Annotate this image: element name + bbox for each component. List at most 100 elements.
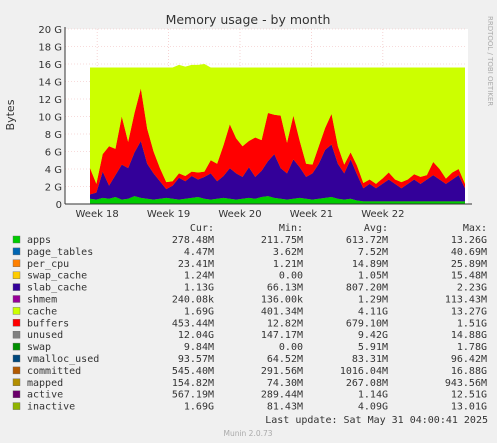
legend-column-header: Avg: bbox=[364, 223, 388, 234]
chart-title: Memory usage - by month bbox=[166, 12, 331, 27]
legend-row: per_cpu 23.41M 1.21M 14.89M 25.89M bbox=[12, 259, 487, 270]
legend-value-cur: 453.44M bbox=[172, 318, 214, 329]
legend-value-cur: 23.41M bbox=[178, 259, 214, 270]
legend-value-max: 1.78G bbox=[457, 342, 487, 353]
legend-value-avg: 1.14G bbox=[358, 390, 388, 401]
legend-value-cur: 1.69G bbox=[184, 402, 214, 413]
legend-value-avg: 5.91M bbox=[358, 342, 388, 353]
legend-series-name: mapped bbox=[27, 378, 63, 389]
legend-series-name: page_tables bbox=[27, 247, 93, 258]
legend-value-min: 136.00k bbox=[261, 295, 303, 306]
legend-value-avg: 267.08M bbox=[346, 378, 388, 389]
legend-series-name: active bbox=[27, 390, 63, 401]
legend-value-max: 1.51G bbox=[457, 318, 487, 329]
legend-row: slab_cache 1.13G 66.13M 807.20M 2.23G bbox=[12, 283, 487, 294]
legend-value-min: 12.82M bbox=[267, 318, 303, 329]
legend-swatch bbox=[12, 307, 21, 315]
y-tick-label: 0 bbox=[56, 200, 62, 211]
legend-row: unused 12.04G 147.17M 9.42G 14.88G bbox=[12, 330, 487, 341]
legend-swatch bbox=[12, 342, 21, 351]
rrdtool-credit: RRDTOOL / TOBI OETIKER bbox=[486, 16, 494, 106]
legend-value-min: 74.30M bbox=[267, 378, 303, 389]
legend-value-max: 40.69M bbox=[451, 247, 487, 258]
legend-swatch bbox=[12, 271, 21, 279]
legend-column-header: Cur: bbox=[190, 223, 214, 234]
x-tick-label: Week 18 bbox=[75, 209, 118, 220]
legend-value-cur: 154.82M bbox=[172, 378, 214, 389]
legend-value-max: 12.51G bbox=[451, 390, 487, 401]
legend-value-avg: 4.11G bbox=[358, 306, 388, 317]
legend-value-avg: 613.72M bbox=[346, 235, 388, 246]
legend-value-cur: 4.47M bbox=[184, 247, 214, 258]
legend-swatch bbox=[12, 283, 21, 291]
legend-value-min: 211.75M bbox=[261, 235, 303, 246]
legend-series-name: slab_cache bbox=[27, 283, 87, 294]
legend-value-cur: 1.24M bbox=[184, 271, 214, 282]
legend-value-avg: 679.10M bbox=[346, 318, 388, 329]
legend-value-min: 66.13M bbox=[267, 283, 303, 294]
y-tick-label: 20 G bbox=[38, 25, 62, 36]
legend-value-min: 3.62M bbox=[273, 247, 303, 258]
area-apps bbox=[90, 196, 465, 204]
stacked-areas bbox=[90, 64, 465, 204]
legend-value-cur: 567.19M bbox=[172, 390, 214, 401]
y-tick-labels: 0 2 G 4 G 6 G 8 G 10 G 12 G 14 G 16 G 18 G 20 G bbox=[38, 25, 62, 211]
legend-series-name: buffers bbox=[27, 318, 69, 329]
x-tick-label: Week 22 bbox=[361, 209, 404, 220]
legend-value-cur: 278.48M bbox=[172, 235, 214, 246]
legend-value-cur: 1.69G bbox=[184, 306, 214, 317]
legend-value-max: 25.89M bbox=[451, 259, 487, 270]
legend-swatch bbox=[12, 354, 21, 363]
legend-value-cur: 9.84M bbox=[184, 342, 214, 353]
axes bbox=[64, 27, 472, 205]
legend-series-name: cache bbox=[27, 306, 57, 317]
legend-series-name: committed bbox=[27, 366, 81, 377]
legend-value-min: 147.17M bbox=[261, 330, 303, 341]
legend-value-avg: 9.42G bbox=[358, 330, 388, 341]
legend-row: buffers 453.44M 12.82M 679.10M 1.51G bbox=[12, 318, 487, 329]
legend-row: apps 278.48M 211.75M 613.72M 13.26G bbox=[12, 235, 487, 246]
legend-row: vmalloc_used 93.57M 64.52M 83.31M 96.42M bbox=[12, 354, 487, 365]
legend-value-max: 943.56M bbox=[445, 378, 487, 389]
legend-swatch bbox=[12, 259, 21, 267]
legend-swatch bbox=[12, 366, 21, 375]
legend-row: active 567.19M 289.44M 1.14G 12.51G bbox=[12, 390, 487, 401]
x-tick-labels: Week 18 Week 19 Week 20 Week 21 Week 22 bbox=[75, 209, 404, 220]
legend-value-avg: 14.89M bbox=[352, 259, 388, 270]
legend-swatch bbox=[12, 331, 21, 339]
legend-swatch bbox=[12, 247, 21, 256]
legend-series-name: per_cpu bbox=[27, 259, 69, 270]
legend-row: mapped 154.82M 74.30M 267.08M 943.56M bbox=[12, 378, 487, 389]
legend-value-avg: 83.31M bbox=[352, 354, 388, 365]
legend-value-cur: 12.04G bbox=[178, 330, 214, 341]
legend-series-name: inactive bbox=[27, 402, 75, 413]
legend-row: cache 1.69G 401.34M 4.11G 13.27G bbox=[12, 306, 487, 317]
x-tick-label: Week 21 bbox=[290, 209, 333, 220]
y-tick-label: 4 G bbox=[45, 165, 62, 176]
legend-series-name: unused bbox=[27, 330, 63, 341]
legend-value-max: 14.88G bbox=[451, 330, 487, 341]
legend-value-avg: 807.20M bbox=[346, 283, 388, 294]
legend-row: inactive 1.69G 81.43M 4.09G 13.01G bbox=[12, 402, 487, 413]
legend-value-min: 401.34M bbox=[261, 306, 303, 317]
legend-swatch bbox=[12, 390, 21, 398]
y-tick-label: 6 G bbox=[45, 148, 62, 159]
legend-value-min: 0.00 bbox=[279, 342, 303, 353]
legend-value-cur: 1.13G bbox=[184, 283, 214, 294]
legend-value-min: 291.56M bbox=[261, 366, 303, 377]
legend-value-max: 96.42M bbox=[451, 354, 487, 365]
legend-value-min: 81.43M bbox=[267, 402, 303, 413]
legend-swatch bbox=[12, 402, 21, 410]
y-tick-label: 12 G bbox=[38, 95, 62, 106]
area-buffers bbox=[90, 88, 465, 195]
legend-swatch bbox=[12, 319, 21, 327]
legend-swatch bbox=[12, 235, 21, 244]
legend-value-min: 1.21M bbox=[273, 259, 303, 270]
legend-series-name: apps bbox=[27, 235, 51, 246]
y-tick-label: 14 G bbox=[38, 78, 62, 89]
legend-value-min: 289.44M bbox=[261, 390, 303, 401]
legend-row: swap 9.84M 0.00 5.91M 1.78G bbox=[12, 342, 487, 353]
y-tick-label: 18 G bbox=[38, 43, 62, 54]
legend-column-header: Min: bbox=[279, 223, 303, 234]
